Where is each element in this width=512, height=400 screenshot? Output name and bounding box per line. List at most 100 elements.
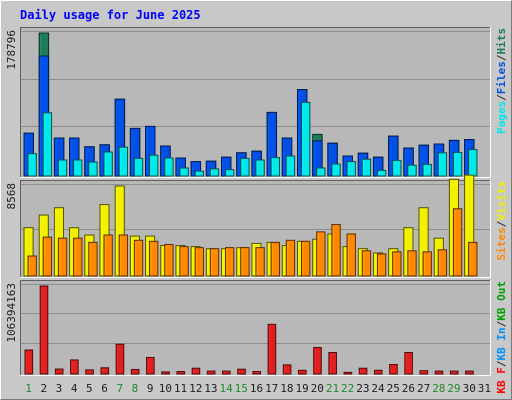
- bar-sites-day-30: [468, 241, 478, 277]
- bar-pages-day-4: [73, 159, 83, 177]
- bar-sites-day-18: [285, 239, 296, 277]
- x-tick-label: 10: [159, 382, 172, 395]
- bar-pages-day-25: [392, 159, 402, 177]
- max-value-label: 8568: [5, 183, 18, 210]
- legend-entry: /: [495, 320, 508, 327]
- bar-sites-day-25: [392, 251, 402, 277]
- x-tick-label: 20: [311, 382, 324, 395]
- x-tick-label: 23: [356, 382, 369, 395]
- bar-sites-day-10: [164, 243, 174, 277]
- bar-kb-f-day-10: [161, 371, 170, 375]
- x-tick-label: 27: [417, 382, 430, 395]
- bar-pages-day-20: [316, 167, 326, 177]
- bar-kb-f-day-22: [343, 371, 353, 375]
- bar-pages-day-7: [118, 146, 129, 177]
- legend-entry: Pages: [495, 101, 508, 134]
- chart-title: Daily usage for June 2025: [20, 8, 201, 22]
- chart-panels: 178796Pages/Files/Hits8568Sites/Visits10…: [5, 27, 508, 394]
- plot-area: [20, 280, 491, 376]
- x-tick-label: 9: [147, 382, 154, 395]
- bar-sites-day-29: [452, 208, 463, 277]
- bar-pages-day-9: [149, 154, 159, 177]
- bar-sites-day-1: [27, 255, 37, 277]
- bar-pages-day-2: [42, 112, 53, 177]
- bar-kb-f-day-6: [100, 367, 110, 375]
- bar-pages-day-1: [27, 153, 37, 177]
- bar-kb-f-day-26: [404, 351, 413, 375]
- bar-sites-day-22: [346, 233, 356, 277]
- bar-pages-day-27: [422, 163, 432, 177]
- x-tick-label: 17: [265, 382, 278, 395]
- bar-pages-day-14: [225, 169, 235, 177]
- bar-kb-f-day-8: [130, 368, 140, 375]
- bar-sites-day-4: [73, 237, 83, 277]
- bar-kb-f-day-7: [115, 343, 125, 375]
- x-tick-label: 7: [116, 382, 123, 395]
- bar-kb-f-day-13: [206, 370, 216, 375]
- bar-kb-f-day-15: [237, 368, 246, 375]
- bar-sites-day-7: [118, 234, 129, 277]
- bar-kb-f-day-21: [328, 351, 337, 375]
- legend-entry: /: [495, 360, 508, 367]
- x-tick-label: 24: [371, 382, 385, 395]
- bar-kb-f-day-25: [389, 363, 398, 375]
- x-tick-label: 13: [204, 382, 217, 395]
- legend-entry: /: [495, 94, 508, 101]
- bar-sites-day-8: [133, 239, 144, 277]
- x-tick-label: 19: [295, 382, 308, 395]
- x-tick-label: 11: [174, 382, 187, 395]
- bar-pages-day-24: [376, 169, 387, 177]
- bar-kb-f-day-1: [24, 349, 34, 375]
- bar-pages-day-15: [240, 157, 250, 177]
- bar-sites-day-16: [255, 247, 265, 277]
- bar-sites-day-20: [316, 231, 326, 277]
- bar-kb-f-day-2: [39, 285, 49, 375]
- x-tick-label: 21: [326, 382, 339, 395]
- bar-pages-day-23: [361, 158, 372, 177]
- bar-kb-f-day-28: [434, 370, 444, 375]
- bar-pages-day-26: [407, 164, 417, 177]
- bar-pages-day-13: [209, 168, 220, 177]
- bar-kb-f-day-23: [358, 367, 368, 375]
- legend-entry: Hits: [495, 28, 508, 55]
- bar-sites-day-28: [437, 249, 448, 277]
- x-tick-label: 12: [189, 382, 202, 395]
- x-tick-label: 4: [71, 382, 78, 395]
- bar-kb-f-day-27: [419, 370, 429, 375]
- x-tick-label: 6: [101, 382, 108, 395]
- bar-sites-day-13: [209, 248, 220, 277]
- bar-pages-day-11: [179, 167, 189, 177]
- legend-entry: KB Out: [495, 281, 508, 321]
- bar-sites-day-12: [194, 247, 204, 277]
- legend-entry: Files: [495, 61, 508, 94]
- bar-kb-f-day-19: [297, 369, 307, 375]
- bar-kb-f-day-14: [222, 370, 231, 375]
- bar-sites-day-17: [270, 241, 280, 277]
- bar-pages-day-21: [331, 163, 341, 177]
- legend-kbytes: KB F/KB In/KB Out: [495, 281, 508, 394]
- x-tick-label: 16: [250, 382, 263, 395]
- x-tick-label: 25: [387, 382, 400, 395]
- x-tick-label: 5: [86, 382, 93, 395]
- bar-pages-day-8: [133, 157, 144, 177]
- bar-sites-day-14: [225, 247, 235, 277]
- x-tick-label: 31: [478, 382, 491, 395]
- bar-sites-day-26: [407, 250, 417, 277]
- legend-entry: KB In: [495, 327, 508, 360]
- panel-visits-sites: 8568 Sites/Visits: [5, 174, 508, 278]
- bar-pages-day-22: [346, 161, 356, 177]
- legend-visits-sites: Sites/Visits: [495, 181, 508, 261]
- bar-pages-day-16: [255, 159, 265, 177]
- x-tick-label: 22: [341, 382, 354, 395]
- bar-kb-f-day-29: [449, 370, 459, 375]
- bar-sites-day-11: [179, 246, 189, 277]
- x-tick-label: 26: [402, 382, 415, 395]
- bar-kb-f-day-17: [267, 323, 277, 375]
- max-value-label: 178796: [5, 30, 18, 70]
- legend-entry: /: [495, 54, 508, 61]
- bar-kb-f-day-11: [176, 371, 186, 375]
- bar-pages-day-6: [103, 151, 113, 177]
